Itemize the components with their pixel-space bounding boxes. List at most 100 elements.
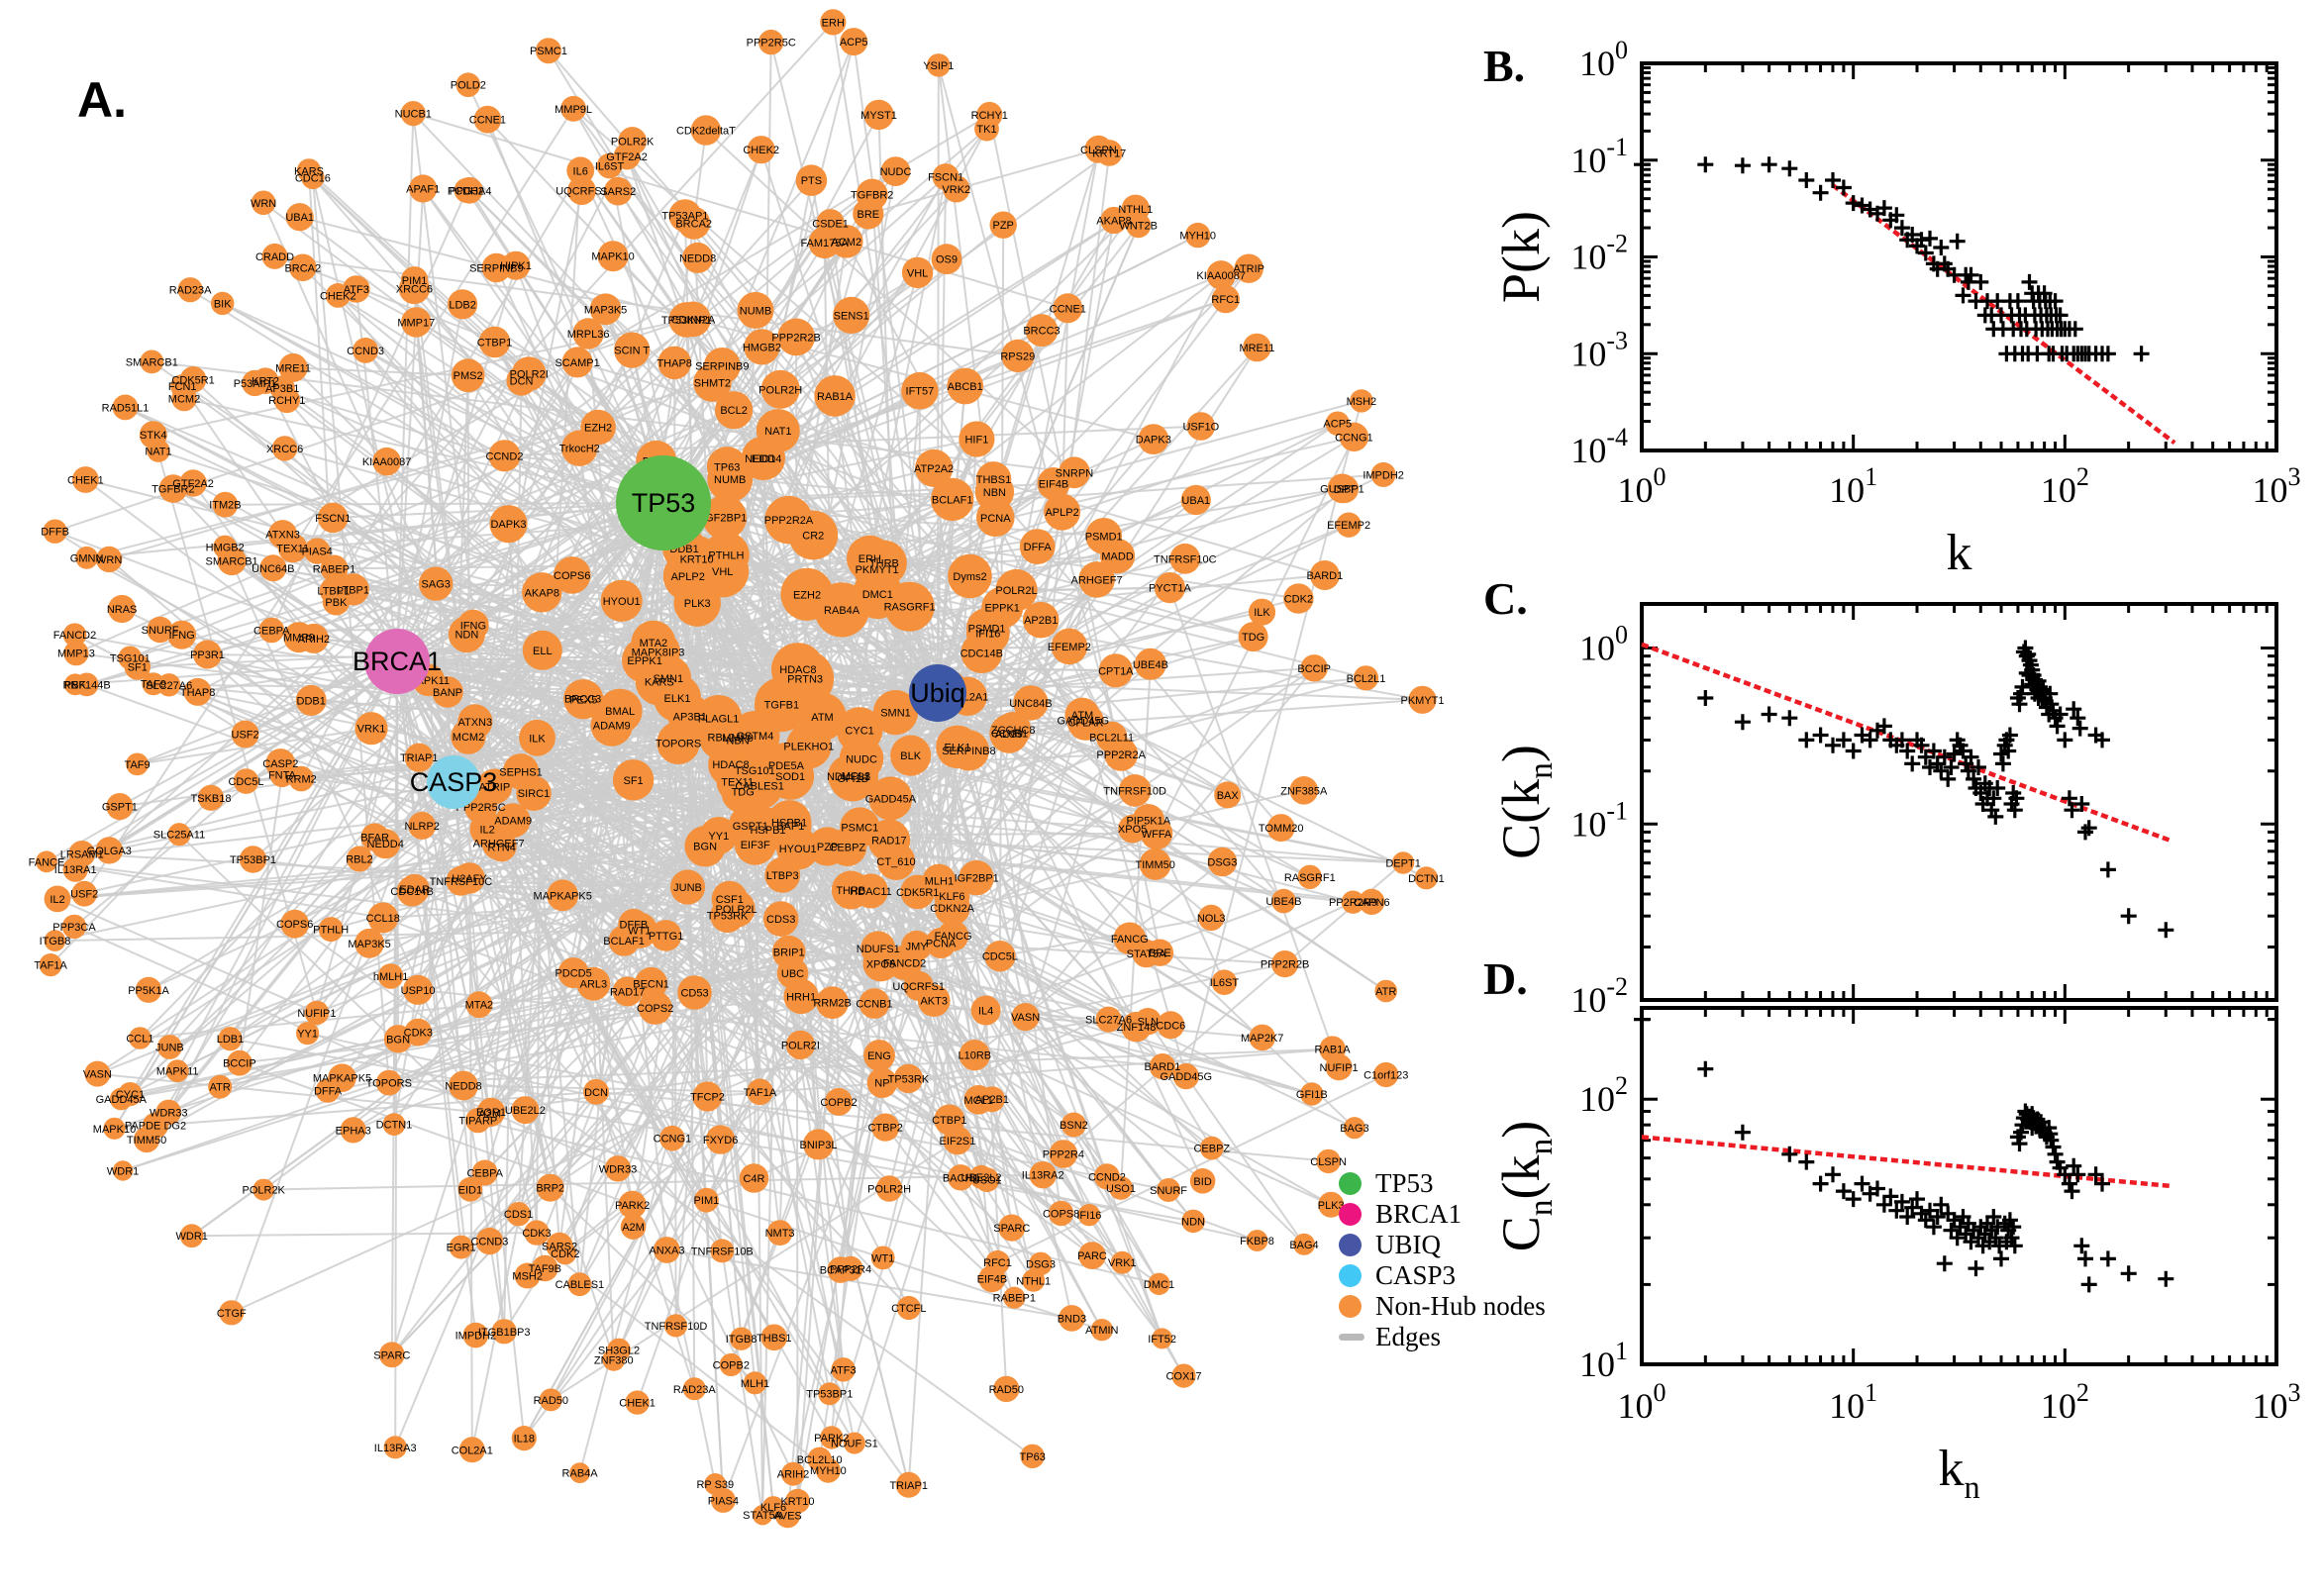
network-node-label: AKAP8: [525, 587, 559, 599]
fit-line: [1831, 183, 2176, 446]
network-edge: [1025, 962, 1285, 1019]
network-node: [218, 1027, 243, 1051]
scatter-point: [2049, 718, 2066, 735]
network-node: [1113, 922, 1147, 955]
network-node: [318, 502, 349, 534]
network-node-label: PSMC1: [841, 823, 878, 835]
scatter-point: [2087, 1166, 2104, 1183]
network-node-label: GTF2A2: [606, 151, 648, 163]
network-node: [401, 307, 432, 338]
network-node-label: CDKN2A: [671, 314, 716, 326]
network-node: [776, 827, 820, 870]
network-node: [925, 928, 957, 958]
network-node: [108, 594, 137, 624]
network-node: [95, 837, 124, 864]
network-node: [583, 1078, 609, 1105]
network-node-label: SMARCB1: [126, 356, 178, 368]
network-node: [103, 1117, 126, 1140]
network-node-label: CASP2: [262, 758, 298, 770]
network-node: [1214, 781, 1242, 809]
network-node: [1359, 888, 1385, 916]
network-node-label: UBE2L2: [961, 1172, 1002, 1184]
scatter-point: [2067, 321, 2083, 338]
network-node: [743, 1371, 767, 1395]
network-node-label: BCLAF1: [603, 936, 645, 948]
network-node: [947, 367, 984, 405]
network-node-label: TOPORS: [656, 738, 701, 749]
network-edge: [721, 1250, 764, 1516]
network-node: [1243, 333, 1271, 362]
network-node: [360, 823, 389, 851]
network-node-label: RASGRF1: [1284, 872, 1336, 884]
network-node-label: SERPINB8: [942, 746, 995, 757]
network-node-label: BRCA2: [675, 218, 712, 230]
network-node: [304, 538, 331, 564]
network-node-label: TNFRSF10D: [1103, 785, 1166, 797]
network-node-label: MLH1: [925, 876, 954, 888]
network-node-label: EID1: [458, 1184, 482, 1196]
network-edge: [562, 894, 953, 898]
network-node-label: EFEMP2: [1048, 642, 1091, 653]
network-node: [776, 957, 809, 989]
network-node: [211, 291, 235, 316]
network-node-label: PAPDE DG2: [125, 1121, 186, 1133]
network-edge: [908, 267, 1250, 608]
network-node: [457, 609, 489, 642]
network-node-labels: USF2 MCM2 CDC6 COPS6 BCCIP CCNB1 CDK3 CCND2 WDR3…: [29, 17, 1445, 1522]
network-node-label: KRT10: [680, 554, 714, 566]
network-node-label: EIF4B: [1039, 479, 1069, 491]
network-node-label: BCL2L11: [1089, 733, 1134, 745]
network-node: [1152, 1328, 1173, 1349]
network-node: [213, 535, 238, 559]
network-node-label: FANCG: [935, 931, 972, 943]
network-node: [1157, 1178, 1181, 1202]
network-node-label: ATF3: [831, 1364, 857, 1376]
network-node-label: DCTN1: [376, 1120, 413, 1132]
network-node: [1084, 135, 1113, 163]
network-node: [458, 1437, 485, 1463]
network-node-label: UBA1: [1181, 495, 1210, 507]
network-node: [277, 533, 308, 563]
network-node: [612, 759, 655, 801]
network-node-label: TEX11: [721, 776, 754, 788]
scatter-point: [2071, 720, 2088, 737]
network-node: [677, 206, 711, 240]
network-node-label: RASGRF1: [884, 602, 936, 614]
network-node-label: CEBPZ: [829, 843, 865, 854]
network-node-label: EGR1: [447, 1243, 476, 1254]
network-edge: [937, 422, 1339, 694]
plot-box: [1640, 61, 2278, 452]
network-node: [737, 291, 774, 329]
network-node-label: CTBP1: [477, 338, 512, 349]
network-edge: [988, 114, 1162, 953]
tick-label: 10-2: [1570, 230, 1628, 277]
network-node-label: ABCB1: [948, 381, 983, 393]
scatter-points: [1634, 156, 2150, 362]
network-node: [707, 456, 754, 503]
network-node: [1238, 622, 1268, 652]
scatter-point: [1798, 1153, 1815, 1170]
network-node: [710, 1487, 736, 1513]
network-node-label: MAPKAPK5: [313, 1073, 371, 1085]
network-node-label: NAT1: [145, 446, 171, 457]
panel-label-a: A.: [77, 72, 127, 128]
network-node: [1374, 979, 1397, 1003]
network-node-label: PPP2R2A: [1096, 749, 1146, 761]
network-node: [863, 1040, 895, 1071]
scatter-point: [1845, 743, 1862, 759]
network-node-label: TOMM20: [1259, 823, 1304, 835]
network-node: [63, 641, 89, 666]
scatter-point: [1972, 273, 1989, 290]
network-node-label: MYST1: [860, 110, 897, 122]
scatter-point: [1798, 732, 1815, 748]
network-node-label: GFI1B: [837, 773, 868, 785]
network-edge: [706, 1199, 1103, 1332]
network-node: [288, 765, 315, 792]
scatter-point: [1634, 156, 1650, 173]
network-node-label: BRCC3: [1023, 326, 1060, 338]
network-node-label: DAPK3: [490, 519, 526, 531]
network-node: [251, 190, 276, 216]
scatter-point: [1922, 759, 1938, 775]
network-node: [656, 721, 700, 764]
scatter-points: [1634, 1011, 2174, 1293]
